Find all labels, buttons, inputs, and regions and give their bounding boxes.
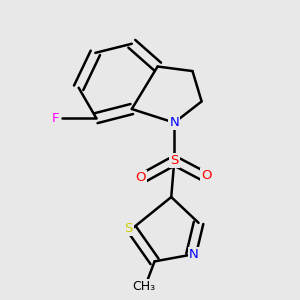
Text: O: O [136, 171, 146, 184]
Text: O: O [201, 169, 211, 182]
Text: S: S [170, 154, 178, 167]
Text: S: S [124, 222, 133, 236]
Text: N: N [189, 248, 199, 261]
Text: F: F [52, 112, 60, 124]
Text: N: N [169, 116, 179, 129]
Text: CH₃: CH₃ [132, 280, 155, 293]
